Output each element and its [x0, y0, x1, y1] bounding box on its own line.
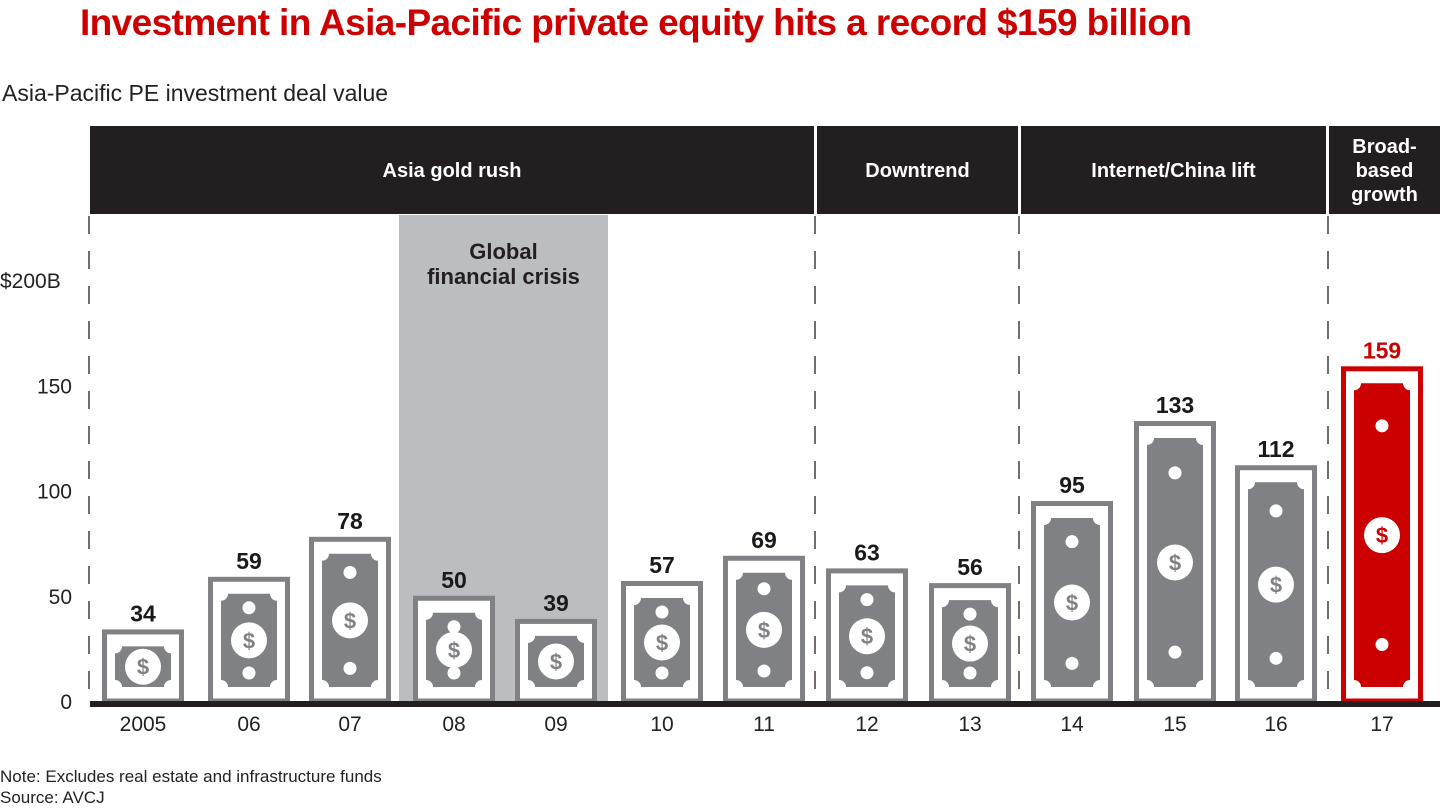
- x-tick-label: 06: [237, 713, 260, 736]
- bar: $112 16: [1235, 436, 1317, 736]
- dollar-icon: $: [964, 632, 976, 657]
- x-tick-label: 17: [1370, 713, 1393, 736]
- x-tick-label: 11: [753, 713, 775, 736]
- value-label: 112: [1257, 436, 1294, 462]
- period-band: Internet/China lift: [1021, 126, 1326, 214]
- crisis-label: financial crisis: [427, 264, 580, 289]
- x-tick-label: 16: [1264, 713, 1287, 736]
- dollar-icon: $: [550, 649, 562, 674]
- y-tick-label: $200B: [0, 270, 61, 293]
- dollar-icon: $: [861, 624, 873, 649]
- value-label: 95: [1059, 472, 1085, 498]
- x-tick-label: 08: [442, 713, 465, 736]
- period-label: Asia gold rush: [383, 160, 522, 182]
- chart-subtitle: Asia-Pacific PE investment deal value: [2, 80, 389, 106]
- period-label: based: [1356, 160, 1414, 182]
- value-label: 39: [543, 590, 569, 616]
- x-axis-baseline: [90, 701, 1440, 707]
- dollar-icon: $: [1169, 551, 1181, 576]
- period-label: Internet/China lift: [1091, 160, 1256, 182]
- bar: $78 07: [309, 508, 391, 736]
- bar: $59 06: [208, 548, 290, 736]
- dollar-icon: $: [344, 608, 356, 633]
- dollar-icon: $: [1270, 573, 1282, 598]
- bar: $69 11: [723, 527, 805, 736]
- x-tick-label: 15: [1163, 713, 1186, 736]
- chart-title: Investment in Asia-Pacific private equit…: [80, 2, 1192, 43]
- value-label: 59: [236, 548, 262, 574]
- y-tick-label: 100: [37, 481, 72, 504]
- value-label: 63: [854, 539, 880, 565]
- dollar-icon: $: [1066, 591, 1078, 616]
- bar: $95 14: [1031, 472, 1113, 736]
- value-label: 133: [1156, 392, 1194, 418]
- x-tick-label: 10: [650, 713, 673, 736]
- value-label: 50: [441, 567, 467, 593]
- x-tick-label: 12: [855, 713, 878, 736]
- bar: $34 2005: [102, 600, 184, 736]
- value-label: 159: [1363, 337, 1401, 363]
- x-tick-label: 13: [958, 713, 981, 736]
- y-tick-label: 0: [60, 691, 72, 714]
- bar: $50 08: [413, 567, 495, 736]
- dollar-icon: $: [243, 628, 255, 653]
- value-label: 56: [957, 554, 983, 580]
- dollar-icon: $: [656, 631, 668, 656]
- source-text: Source: AVCJ: [0, 788, 105, 807]
- period-label: growth: [1351, 184, 1418, 206]
- x-tick-label: 2005: [120, 713, 167, 736]
- bar: $56 13: [929, 554, 1011, 736]
- bar: $39 09: [515, 590, 597, 736]
- x-tick-label: 14: [1060, 713, 1084, 736]
- dollar-icon: $: [758, 618, 770, 643]
- period-label: Broad-: [1352, 136, 1416, 158]
- y-tick-label: 50: [49, 586, 72, 609]
- value-label: 57: [649, 552, 675, 578]
- period-label: Downtrend: [865, 160, 969, 182]
- crisis-label: Global: [469, 239, 537, 264]
- bar: $133 15: [1134, 392, 1216, 736]
- bar: $57 10: [621, 552, 703, 736]
- value-label: 34: [130, 600, 156, 626]
- bar: $159 17: [1341, 337, 1423, 736]
- x-tick-label: 09: [544, 713, 567, 736]
- dollar-icon: $: [448, 638, 460, 663]
- bar: $63 12: [826, 539, 908, 736]
- x-tick-label: 07: [338, 713, 361, 736]
- dollar-icon: $: [137, 655, 149, 680]
- period-band: Downtrend: [817, 126, 1018, 214]
- y-tick-label: 150: [37, 375, 72, 398]
- footnote: Note: Excludes real estate and infrastru…: [0, 766, 382, 808]
- note-text: Note: Excludes real estate and infrastru…: [0, 767, 382, 786]
- value-label: 69: [751, 527, 777, 553]
- dollar-icon: $: [1376, 523, 1388, 548]
- period-band: Asia gold rush: [90, 126, 814, 214]
- value-label: 78: [337, 508, 363, 534]
